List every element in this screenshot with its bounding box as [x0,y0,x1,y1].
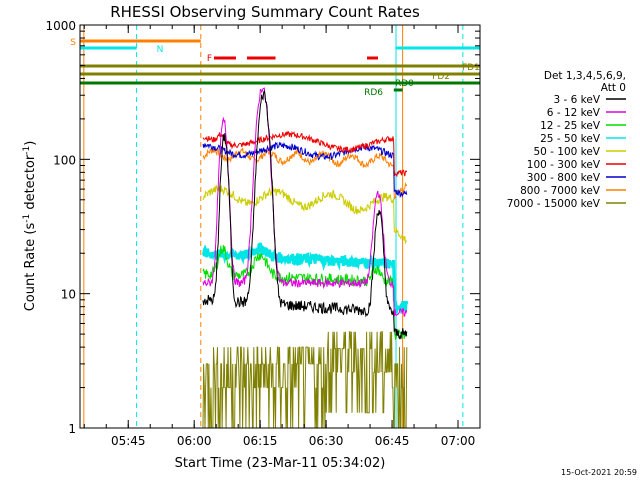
chart-title: RHESSI Observing Summary Count Rates [110,3,420,21]
x-tick-label-3: 06:30 [309,434,344,448]
legend-label-1: 6 - 12 keV [547,107,601,119]
plot-frame [79,24,481,429]
x-axis-label: Start Time (23-Mar-11 05:34:02) [175,456,386,471]
y-tick-label-3: 1000 [45,19,76,33]
flag-label-rd6: RD6 [364,88,383,98]
y-tick-label-0: 1 [68,422,76,436]
series-3-6 [202,89,408,340]
y-tick-label-2: 100 [53,153,76,167]
series-50-100 [202,183,407,245]
y-axis-label-sup2: -1 [22,146,32,155]
flag-label-fd1: FD1 [462,63,480,73]
legend-label-8: 7000 - 15000 keV [507,198,601,210]
legend-label-5: 100 - 300 keV [527,159,601,171]
series-800-7000 [202,147,408,201]
legend-label-3: 25 - 50 keV [540,133,601,145]
legend-label-6: 300 - 800 keV [527,172,601,184]
x-tick-label-5: 07:00 [441,434,476,448]
flag-label-fd2: FD2 [432,72,450,82]
x-tick-label-2: 06:15 [243,434,278,448]
flag-label-rd0: RD0 [395,79,414,89]
y-axis-label-main: Count Rate (s [23,223,38,312]
legend-label-4: 50 - 100 keV [533,146,600,158]
legend-header-1: Att 0 [601,82,626,94]
x-tick-label-4: 06:45 [375,434,410,448]
flag-label-n: N [157,45,164,55]
series-300-800 [202,141,408,199]
y-axis-ticks: 1 10 100 1000 [45,19,480,436]
flag-labels: S N F FD1 FD2 RD0 RD6 [70,38,480,98]
y-tick-label-1: 10 [61,288,76,302]
plot-area [80,25,480,429]
y-axis-label-mid: detector [23,154,38,214]
legend-label-0: 3 - 6 keV [553,94,600,106]
series-100-300 [202,130,408,178]
series-6-12 [202,87,408,317]
x-axis-ticks: 05:45 06:00 06:15 06:30 06:45 07:00 [83,25,481,448]
y-axis-label: Count Rate (s-1 detector-1) [22,141,38,312]
y-axis-label-end: ) [23,141,38,146]
x-tick-label-0: 05:45 [111,434,146,448]
timestamp: 15-Oct-2021 20:59 [561,468,637,477]
legend-header-0: Det 1,3,4,5,6,9, [544,70,626,82]
flag-label-s: S [70,38,76,48]
flag-label-f: F [207,54,212,64]
y-axis-label-sup: -1 [22,214,32,223]
legend-label-7: 800 - 7000 keV [520,185,601,197]
x-tick-label-1: 06:00 [177,434,212,448]
legend-label-2: 12 - 25 keV [540,120,601,132]
series-7000-15000 [202,331,408,429]
